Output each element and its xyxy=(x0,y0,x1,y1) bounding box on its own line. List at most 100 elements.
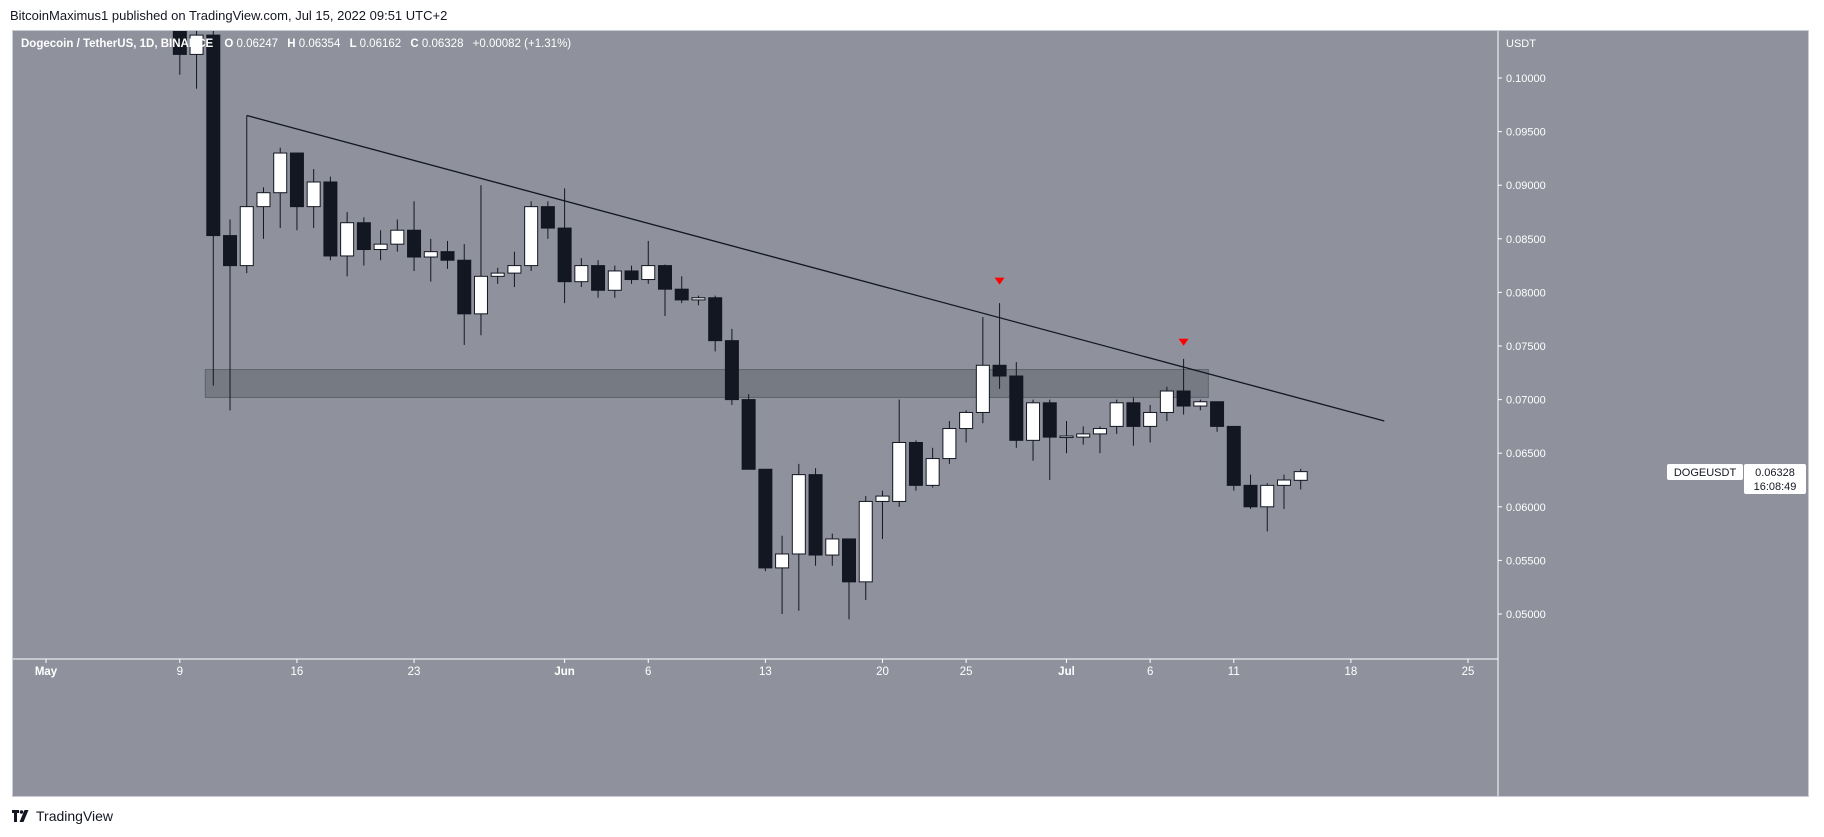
candle-body-down xyxy=(591,265,606,291)
candlestick-chart[interactable]: USDT 0.10000 0.09500 0.09000 0.08500 0.08000 0… xyxy=(13,31,1808,796)
candle xyxy=(607,265,622,298)
candle-body-up xyxy=(1059,435,1074,439)
candle xyxy=(1193,399,1208,411)
candle xyxy=(574,258,589,288)
trendline-layer xyxy=(246,114,1385,422)
candle-body-up xyxy=(1293,471,1308,481)
candle xyxy=(306,169,321,229)
candle-body-up xyxy=(691,297,706,301)
candle xyxy=(925,447,940,488)
candle xyxy=(1109,399,1124,434)
candle-body-up xyxy=(507,265,522,274)
candle-body-up xyxy=(641,265,656,281)
candle-body-up xyxy=(607,270,622,291)
candle xyxy=(256,187,271,239)
candle xyxy=(708,295,723,352)
publish-info: BitcoinMaximus1 published on TradingView… xyxy=(10,8,448,23)
candle xyxy=(775,535,790,614)
time-tick-label: 20 xyxy=(876,666,889,678)
candle-body-down xyxy=(457,259,472,315)
candle-body-down xyxy=(657,265,672,290)
candle xyxy=(490,267,505,284)
chart-frame: USDT 0.10000 0.09500 0.09000 0.08500 0.08000 0… xyxy=(12,30,1809,797)
candle xyxy=(1276,474,1291,509)
candle xyxy=(557,188,572,304)
candle-body-up xyxy=(390,229,405,245)
candle-body-up xyxy=(490,272,505,277)
candle-body-up xyxy=(942,428,957,460)
candle-body-down xyxy=(172,31,187,55)
time-tick-label: 13 xyxy=(759,666,772,678)
price-tick-label: 0.10000 xyxy=(1506,73,1546,85)
legend-o-label: O xyxy=(224,38,233,50)
candle-body-down xyxy=(356,222,371,251)
candle-body-up xyxy=(256,192,271,208)
candle-body-up xyxy=(273,152,288,194)
candle xyxy=(875,490,890,539)
legend-change: +0.00082 (+1.31%) xyxy=(473,38,572,50)
legend-h-label: H xyxy=(287,38,295,50)
candle-body-down xyxy=(440,251,455,261)
candle xyxy=(1210,401,1225,432)
price-tick-label: 0.08500 xyxy=(1506,234,1546,246)
candle xyxy=(641,240,656,284)
candle-body-down xyxy=(323,181,338,257)
candle-body-down xyxy=(1042,402,1057,438)
candle xyxy=(1026,399,1041,461)
candle-body-up xyxy=(1159,390,1174,413)
footer-brand[interactable]: TradingView xyxy=(36,808,114,824)
candle-body-up xyxy=(925,458,940,486)
support-zone xyxy=(204,369,1209,398)
candle-body-down xyxy=(624,270,639,281)
candle xyxy=(1126,397,1141,446)
candle-body-down xyxy=(407,229,422,258)
support-zone-layer xyxy=(204,369,1209,398)
candle xyxy=(172,31,187,75)
candle-body-up xyxy=(524,206,539,267)
candle-body-up xyxy=(1260,484,1275,508)
candle xyxy=(507,251,522,288)
time-tick-label: 18 xyxy=(1344,666,1357,678)
time-tick-label: 16 xyxy=(291,666,304,678)
candle-body-down xyxy=(206,34,221,237)
candle-body-down xyxy=(1009,375,1024,441)
candle xyxy=(223,219,238,411)
candle xyxy=(440,240,455,269)
candle-body-up xyxy=(189,34,204,55)
candle xyxy=(1293,468,1308,490)
candle xyxy=(808,468,823,566)
price-tick-label: 0.09000 xyxy=(1506,180,1546,192)
candle xyxy=(390,219,405,252)
footer: TradingView xyxy=(12,808,113,824)
legend-l-value: 0.06162 xyxy=(360,38,402,50)
rejection-marker-icon xyxy=(994,277,1005,285)
time-tick-label: 23 xyxy=(408,666,421,678)
candle xyxy=(691,295,706,306)
price-tick-label: 0.09500 xyxy=(1506,127,1546,139)
candle xyxy=(674,276,689,304)
candle xyxy=(959,410,974,443)
price-tag-value: 0.06328 xyxy=(1755,467,1795,479)
time-tick-label: May xyxy=(35,666,58,678)
candle xyxy=(457,244,472,345)
legend-c-label: C xyxy=(410,38,418,50)
candle-body-up xyxy=(875,495,890,502)
candle xyxy=(724,328,739,405)
price-tag-countdown: 16:08:49 xyxy=(1754,481,1797,493)
tradingview-logo-icon[interactable] xyxy=(12,810,30,822)
candle xyxy=(239,115,254,274)
candle-body-up xyxy=(373,243,388,251)
price-scale-background xyxy=(1498,31,1808,796)
symbol-tag-box xyxy=(1667,464,1743,480)
candle-body-down xyxy=(1176,390,1191,407)
time-tick-label: Jul xyxy=(1058,666,1075,678)
time-tick-label: 25 xyxy=(960,666,973,678)
candle-body-down xyxy=(741,399,756,470)
candle xyxy=(524,201,539,271)
candle xyxy=(758,468,773,572)
time-scale-background xyxy=(13,659,1498,796)
candle-body-down xyxy=(758,468,773,569)
candle-body-up xyxy=(239,206,254,267)
candle xyxy=(1076,426,1091,445)
candle-body-down xyxy=(724,340,739,401)
